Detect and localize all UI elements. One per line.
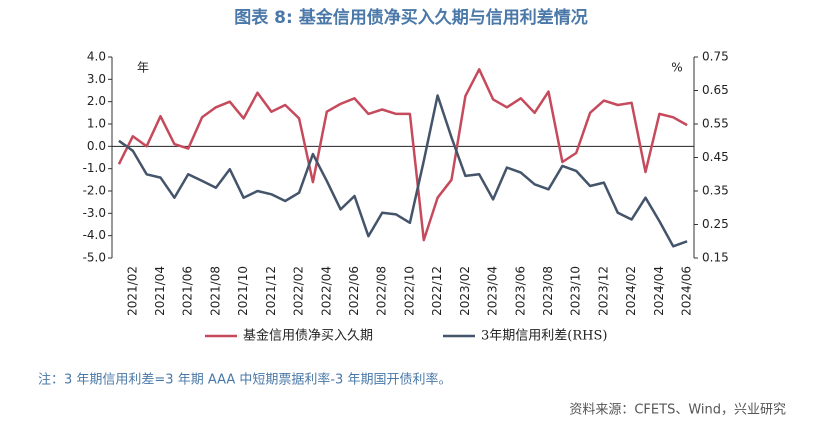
x-tick-label: 2023/06 (513, 266, 527, 316)
y-tick-label: -1.0 (83, 161, 106, 175)
series-line (117, 68, 688, 242)
y2-tick-label: 0.65 (702, 83, 729, 97)
x-tick-label: 2021/06 (181, 266, 195, 316)
y-unit: 年 (137, 61, 149, 75)
source: 资料来源：CFETS、Wind，兴业研究 (569, 403, 786, 418)
x-tick-label: 2022/08 (375, 266, 389, 316)
y-tick-label: -3.0 (83, 206, 106, 220)
x-tick-label: 2024/02 (624, 266, 638, 316)
x-tick-label: 2022/10 (402, 266, 416, 316)
x-tick-label: 2023/04 (486, 266, 500, 316)
chart-title: 图表 8: 基金信用债净买入久期与信用利差情况 (234, 7, 587, 28)
x-tick-label: 2022/06 (347, 266, 361, 316)
x-tick-label: 2024/06 (680, 266, 694, 316)
legend-label: 基金信用债净买入久期 (243, 328, 373, 344)
y2-tick-label: 0.45 (702, 150, 729, 164)
x-tick-label: 2021/10 (236, 266, 250, 316)
x-tick-label: 2021/02 (125, 266, 139, 316)
x-tick-label: 2023/08 (541, 266, 555, 316)
x-tick-label: 2022/04 (319, 266, 333, 316)
series-line (118, 94, 688, 248)
y-tick-label: -2.0 (83, 184, 106, 198)
y2-tick-label: 0.25 (702, 217, 729, 231)
x-tick-label: 2022/02 (292, 266, 306, 316)
y-tick-label: -5.0 (83, 251, 106, 265)
y-tick-label: 3.0 (87, 72, 106, 86)
y2-tick-label: 0.35 (702, 184, 729, 198)
x-tick-label: 2023/02 (458, 266, 472, 316)
y-tick-label: -4.0 (83, 228, 106, 242)
y-tick-label: 2.0 (87, 94, 106, 108)
legend-label: 3年期信用利差(RHS) (481, 329, 607, 344)
y2-tick-label: 0.15 (702, 251, 729, 265)
y2-tick-label: 0.55 (702, 117, 729, 131)
x-tick-label: 2021/08 (208, 266, 222, 316)
x-tick-label: 2024/04 (652, 266, 666, 316)
note: 注：3 年期信用利差=3 年期 AAA 中短期票据利率-3 年期国开债利率。 (38, 372, 451, 388)
x-tick-label: 2021/04 (153, 266, 167, 316)
y-tick-label: 1.0 (87, 117, 106, 131)
x-tick-label: 2022/12 (430, 266, 444, 316)
x-tick-label: 2023/10 (569, 266, 583, 316)
y2-unit: % (671, 61, 682, 75)
x-tick-label: 2023/12 (596, 266, 610, 316)
x-tick-label: 2021/12 (264, 266, 278, 316)
y-tick-label: 0.0 (87, 139, 106, 153)
y-tick-label: 4.0 (87, 50, 106, 64)
y2-tick-label: 0.75 (702, 50, 729, 64)
